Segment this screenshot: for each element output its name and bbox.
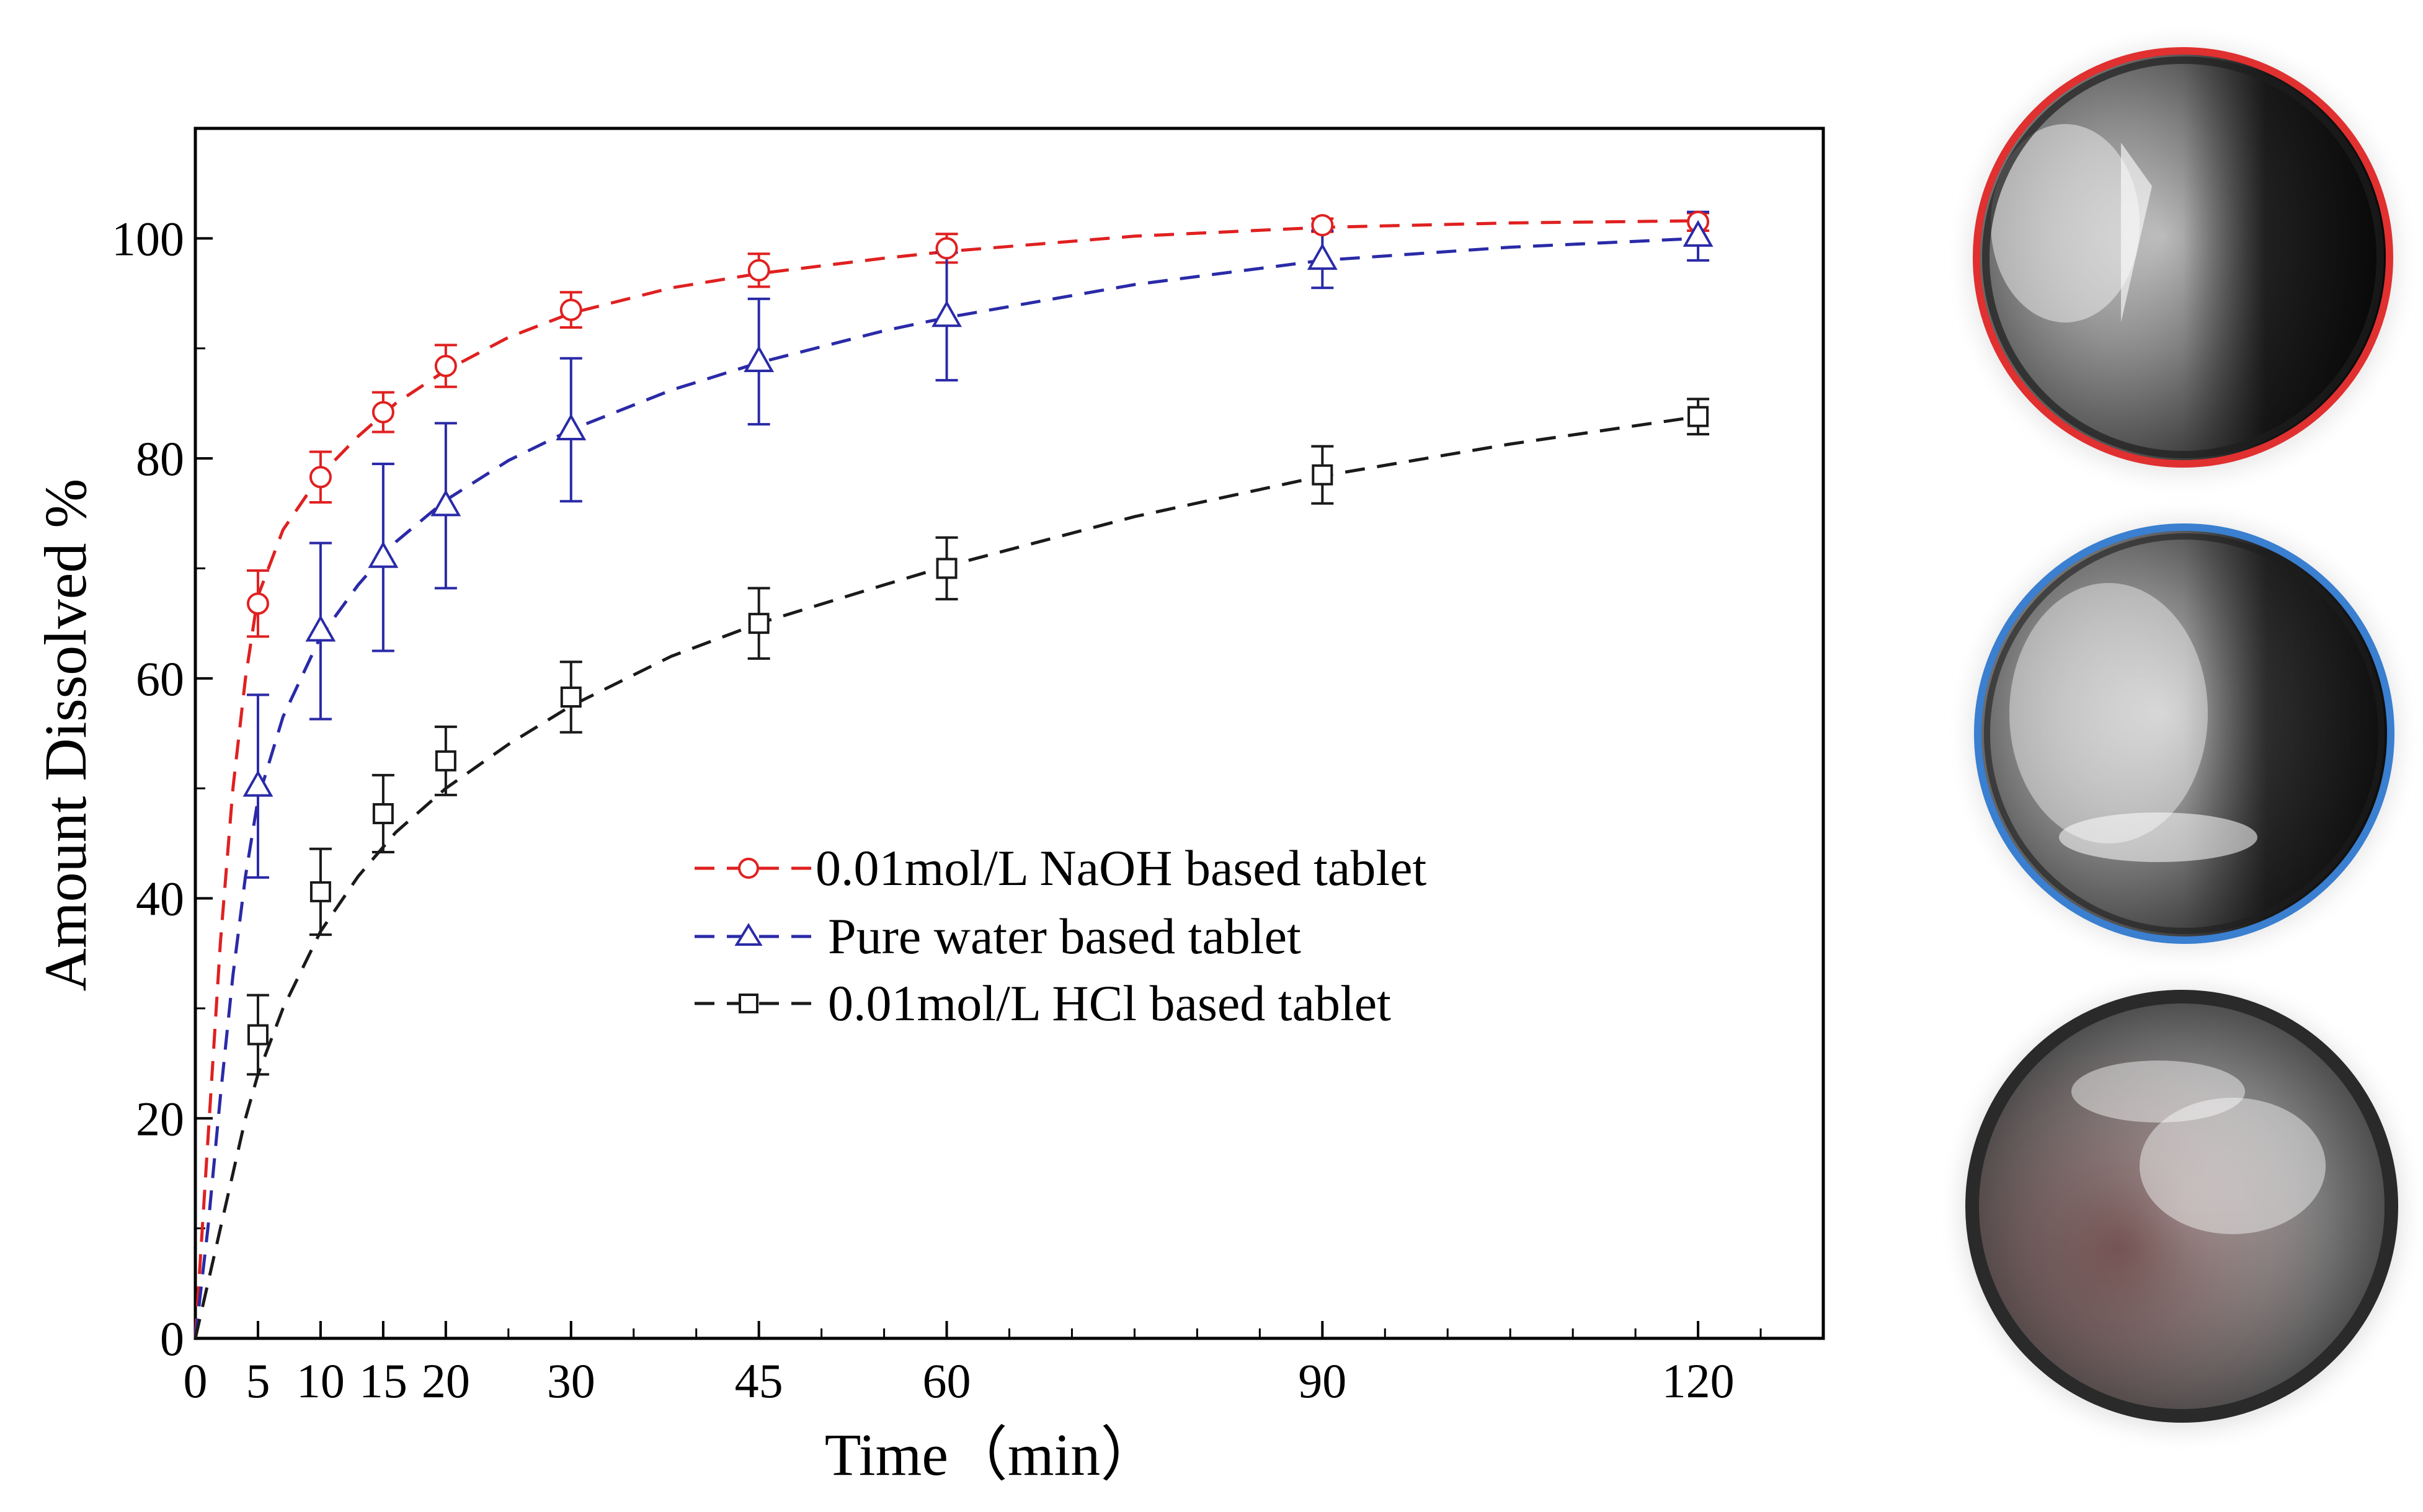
data-point-circle: [246, 592, 269, 615]
x-axis-label: Time（min）: [825, 1421, 1160, 1488]
legend-label-water: Pure water based tablet: [828, 908, 1301, 964]
y-tick-label: 60: [136, 652, 184, 706]
fit-line-1: [193, 236, 1699, 1339]
data-point-triangle: [305, 615, 336, 642]
water-tablet-photo: [1970, 521, 2398, 949]
data-point-triangle: [368, 541, 399, 568]
x-tick-label: 0: [184, 1354, 208, 1408]
legend-marker-water: [734, 923, 763, 946]
data-point-square: [1312, 464, 1333, 486]
data-point-square: [936, 558, 958, 579]
legend-label-hcl: 0.01mol/L HCl based tablet: [828, 975, 1391, 1031]
y-tick-label: 0: [160, 1312, 184, 1366]
data-point-circle: [559, 298, 582, 321]
data-point-circle: [309, 466, 332, 489]
fit-line-0: [193, 219, 1699, 1339]
data-point-circle: [747, 259, 770, 282]
data-point-triangle: [430, 489, 461, 517]
data-point-square: [247, 1024, 269, 1046]
hcl-tablet-photo: [1962, 989, 2402, 1430]
data-markers: [242, 210, 1714, 1046]
data-point-circle: [434, 355, 457, 378]
x-tick-label: 60: [923, 1354, 971, 1408]
x-tick-label: 120: [1662, 1354, 1735, 1408]
plot-frame: [193, 127, 1825, 1340]
y-tick-label: 80: [136, 432, 184, 486]
data-point-square: [560, 686, 582, 708]
x-tick-label: 10: [296, 1354, 345, 1408]
y-tick-label: 20: [136, 1092, 184, 1145]
x-tick-label: 90: [1298, 1354, 1346, 1408]
y-axis-label: Amount Dissolved %: [32, 479, 99, 992]
hcl-photo-ring: [1965, 990, 2398, 1423]
water-photo-ring: [1974, 523, 2394, 944]
data-point-triangle: [1307, 243, 1338, 270]
data-point-triangle: [744, 345, 775, 373]
naoh-tablet-photo: [1969, 47, 2397, 474]
naoh-photo-ring: [1973, 47, 2393, 468]
x-tick-label: 5: [246, 1354, 270, 1408]
x-tick-label: 30: [547, 1354, 595, 1408]
fit-lines: [193, 219, 1699, 1339]
y-tick-label: 40: [136, 872, 184, 926]
legend-item-naoh: 0.01mol/L NaOH based tablet: [695, 840, 1426, 896]
y-tick-label: 100: [112, 211, 184, 265]
legend-marker-naoh: [738, 858, 759, 879]
data-point-triangle: [242, 770, 273, 797]
x-tick-label: 15: [359, 1354, 407, 1408]
data-point-square: [372, 803, 394, 824]
data-point-circle: [1311, 214, 1334, 237]
x-tick-label: 20: [422, 1354, 470, 1408]
legend-item-water: Pure water based tablet: [695, 908, 1301, 964]
legend-item-hcl: 0.01mol/L HCl based tablet: [695, 975, 1391, 1031]
data-point-square: [1687, 406, 1709, 427]
legend-marker-hcl: [739, 994, 758, 1013]
legend: 0.01mol/L NaOH based tablet Pure water b…: [695, 840, 1426, 1031]
x-tick-label: 45: [735, 1354, 783, 1408]
data-point-square: [309, 881, 331, 902]
legend-label-naoh: 0.01mol/L NaOH based tablet: [816, 840, 1426, 896]
data-point-triangle: [1683, 220, 1714, 247]
data-point-square: [748, 613, 770, 634]
data-point-circle: [371, 401, 394, 424]
data-point-circle: [935, 237, 958, 260]
data-point-square: [435, 750, 456, 772]
data-point-triangle: [556, 413, 587, 440]
data-point-triangle: [931, 300, 962, 327]
